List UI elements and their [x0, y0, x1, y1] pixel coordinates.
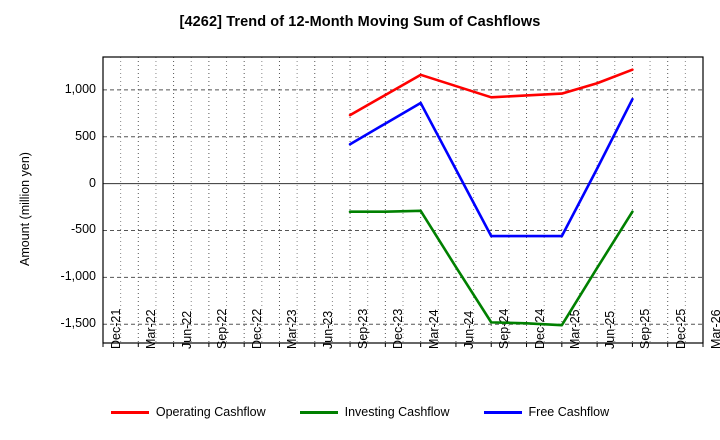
legend-color-swatch — [299, 410, 338, 414]
legend-item[interactable]: Operating Cashflow — [110, 405, 266, 419]
page-title: [4262] Trend of 12-Month Moving Sum of C… — [179, 14, 541, 30]
legend-color-swatch — [110, 410, 149, 414]
chart-legend: Operating Cashflow Investing Cashflow Free… — [0, 405, 720, 419]
series-line-operating-cashflow — [348, 68, 634, 117]
legend-label: Operating Cashflow — [155, 405, 266, 419]
legend-label: Investing Cashflow — [344, 405, 450, 419]
series-line-investing-cashflow — [348, 209, 634, 327]
legend-item[interactable]: Free Cashflow — [483, 405, 610, 419]
legend-item[interactable]: Investing Cashflow — [299, 405, 450, 419]
y-axis-tick-label: -1,000 — [60, 269, 96, 284]
y-axis-tick-label: -500 — [70, 222, 96, 237]
plot-border — [102, 56, 704, 344]
y-axis-tick-label: 500 — [75, 128, 96, 143]
legend-label: Free Cashflow — [528, 405, 610, 419]
series-line-free-cashflow — [348, 97, 634, 238]
y-axis-tick-label: 1,000 — [64, 81, 96, 96]
y-axis-tick-label: 0 — [89, 175, 96, 190]
legend-color-swatch — [483, 410, 522, 414]
y-axis-tick-label: -1,500 — [60, 316, 96, 331]
